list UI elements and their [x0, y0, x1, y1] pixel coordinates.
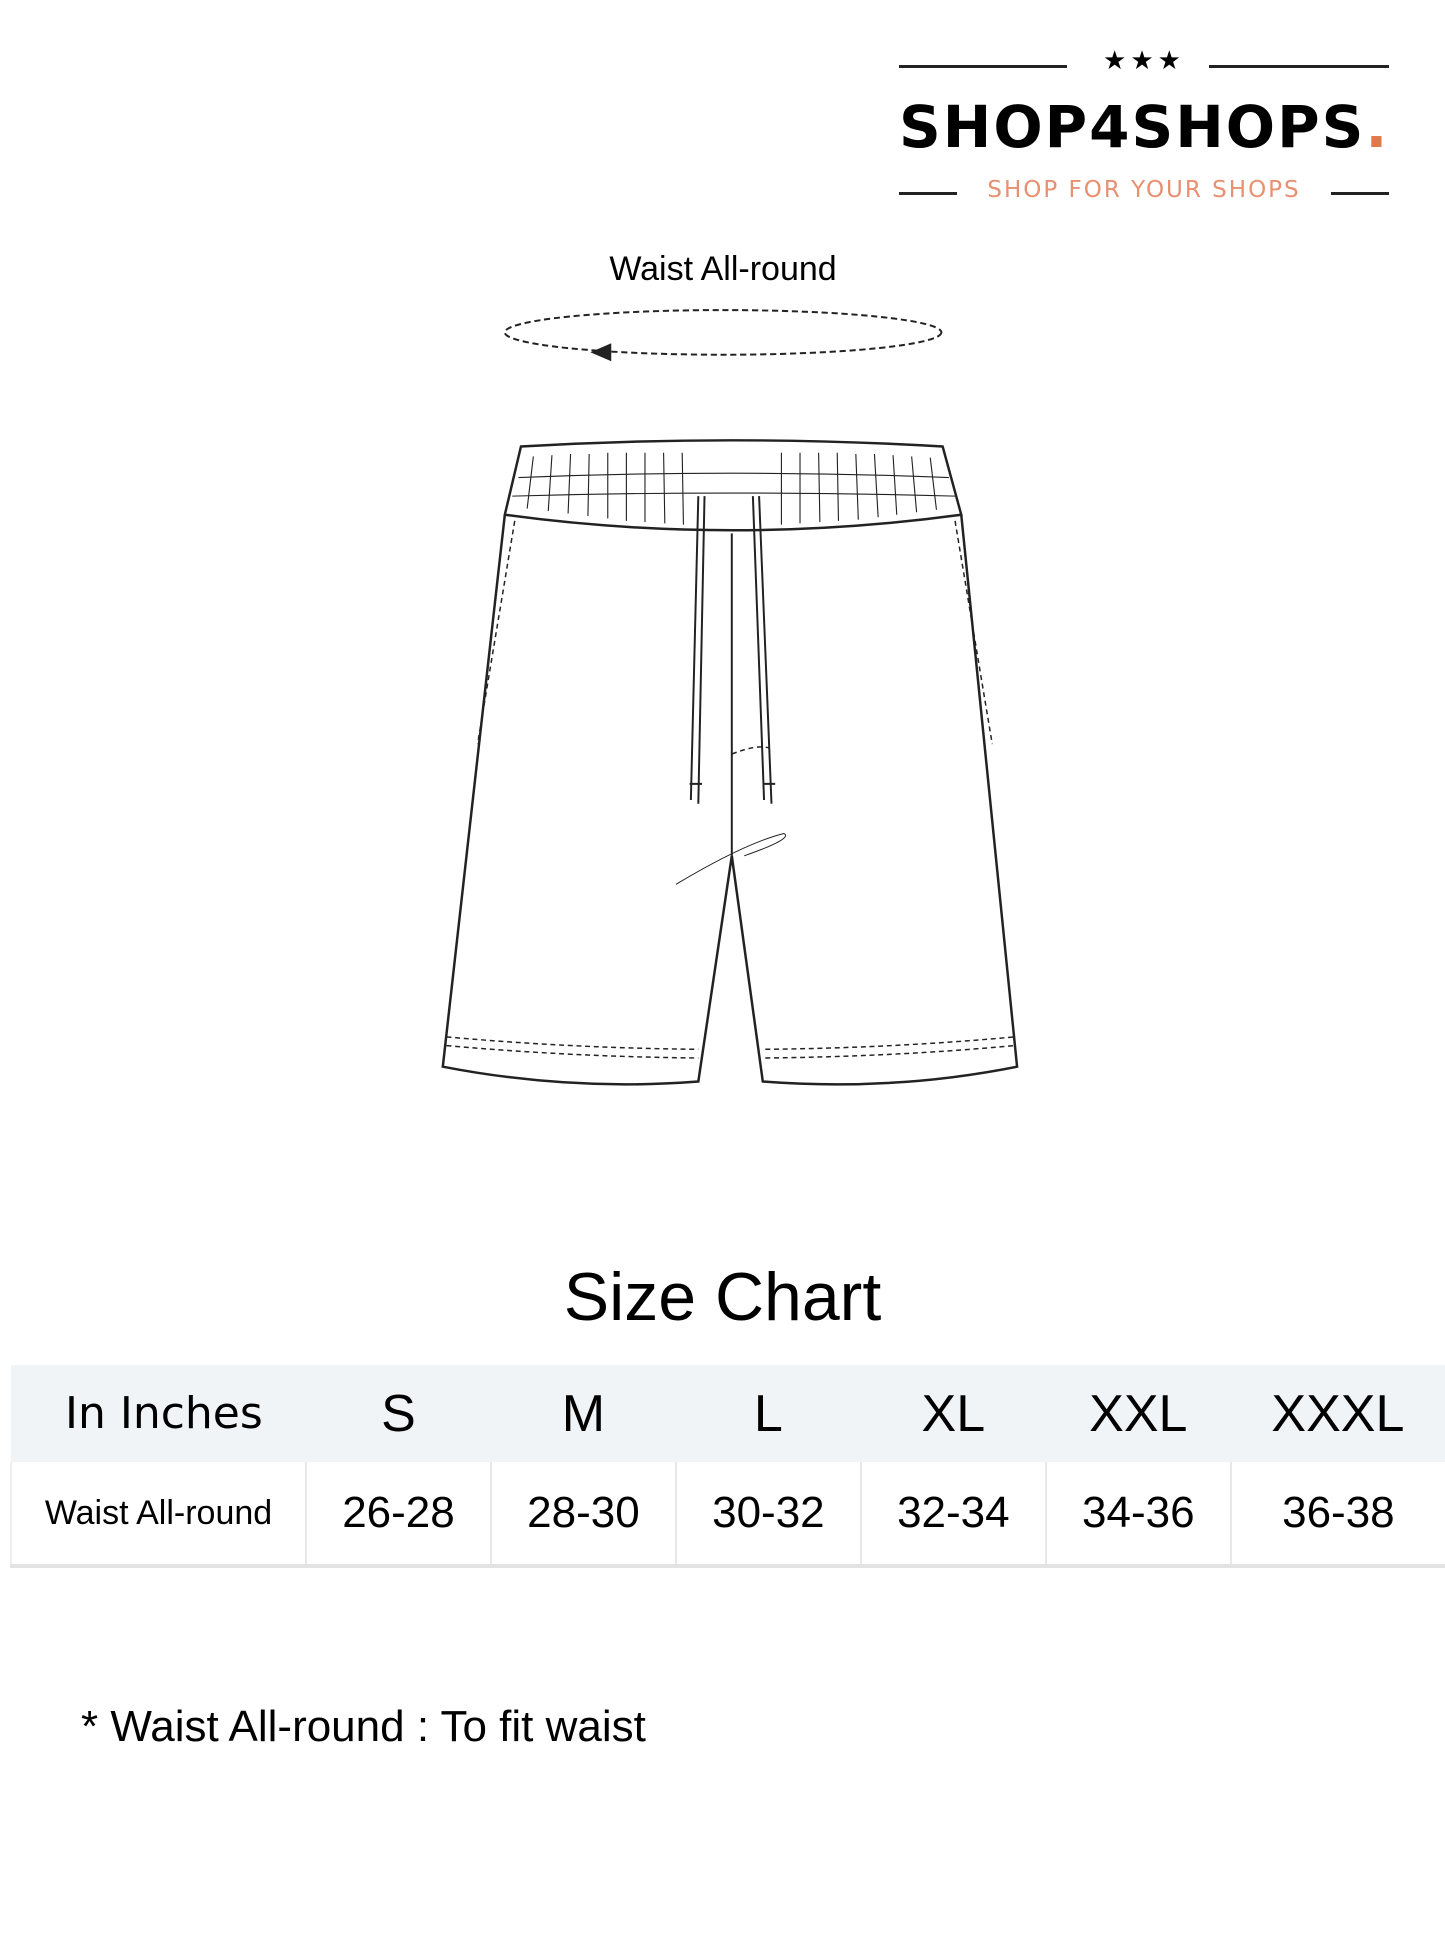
header-cell: L [675, 1365, 861, 1462]
size-chart-title: Size Chart [563, 1259, 882, 1335]
waist-measure-ellipse [503, 309, 943, 356]
shop4shops-logo: ★★★ SHOP4SHOPS. SHOP FOR YOUR SHOPS [899, 45, 1389, 210]
header-cell: XL [860, 1365, 1046, 1462]
table-cell: 32-34 [859, 1462, 1046, 1568]
table-cell: 36-38 [1229, 1462, 1445, 1568]
logo-brand: SHOP4SHOPS. [899, 93, 1390, 161]
header-cell: M [490, 1365, 676, 1462]
table-cell: 34-36 [1044, 1462, 1231, 1568]
table-row: Waist All-round 26-28 28-30 30-32 32-34 … [10, 1462, 1445, 1568]
stars-icon: ★★★ [1103, 45, 1185, 75]
table-cell: 28-30 [489, 1462, 676, 1568]
footnote: * Waist All-round : To fit waist [81, 1702, 646, 1751]
logo-tagline: SHOP FOR YOUR SHOPS [987, 177, 1301, 203]
row-label: Waist All-round [10, 1462, 306, 1568]
size-chart-table: In Inches S M L XL XXL XXXL Waist All-ro… [10, 1365, 1445, 1568]
table-cell: 26-28 [305, 1462, 491, 1568]
table-cell: 30-32 [674, 1462, 861, 1568]
waist-measure-label: Waist All-round [609, 250, 837, 288]
header-cell: XXL [1045, 1365, 1231, 1462]
header-cell: XXXL [1230, 1365, 1445, 1462]
header-cell: In Inches [11, 1365, 306, 1462]
header-cell: S [306, 1365, 491, 1462]
arrow-icon [590, 343, 612, 362]
table-header-row: In Inches S M L XL XXL XXXL [11, 1365, 1445, 1462]
